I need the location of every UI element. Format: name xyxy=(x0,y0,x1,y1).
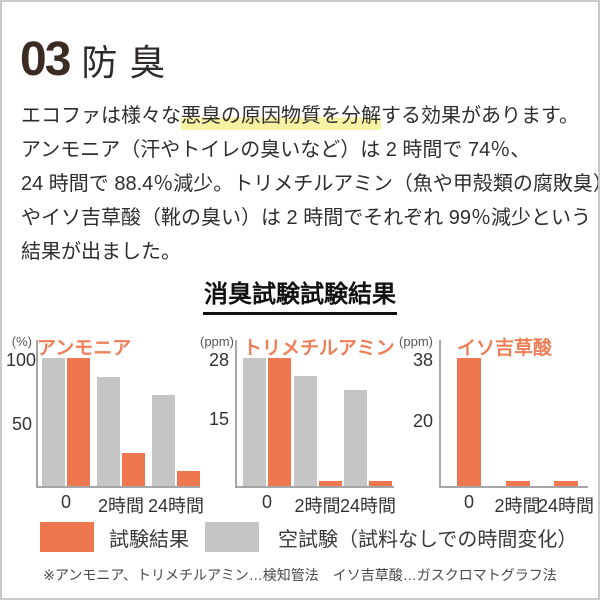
highlight-text: 悪臭の原因物質を分解 xyxy=(181,105,381,130)
x-axis-label: 2時間 xyxy=(97,496,145,516)
section-heading: 消臭試験試験結果 xyxy=(203,274,397,315)
bar-group: 24時間 xyxy=(148,395,204,516)
bar-result xyxy=(268,358,291,486)
bar-blank xyxy=(293,376,317,486)
bar-blank xyxy=(243,358,266,486)
x-axis-label: 0 xyxy=(60,492,72,512)
bar-result xyxy=(177,471,200,486)
y-tick-label: 15 xyxy=(208,409,229,430)
bar-group: 2時間 xyxy=(494,481,541,516)
bar-group: 0 xyxy=(42,358,90,512)
bar-result xyxy=(554,481,578,486)
bar-group: 0 xyxy=(457,358,481,512)
page-title: 防臭 xyxy=(81,42,178,83)
legend-blank-label: 空試験（試料なしでの時間変化） xyxy=(278,528,578,551)
y-tick-label: 20 xyxy=(412,410,433,431)
chart-title-isovaleric-acid: イソ吉草酸 xyxy=(457,338,553,359)
bar-group: 24時間 xyxy=(340,390,396,516)
y-tick-label: 50 xyxy=(11,414,32,434)
x-axis-label: 24時間 xyxy=(147,496,205,516)
bar-blank xyxy=(344,390,367,486)
legend: 試験結果 空試験（試料なしでの時間変化） xyxy=(40,522,577,552)
intro-line-2: アンモニア（汗やトイレの臭いなど）は 2 時間で 74％、 xyxy=(21,139,531,161)
y-axis-ticks: 28 15 xyxy=(200,340,229,488)
x-axis-label: 2時間 xyxy=(294,496,341,516)
section-number: 03 xyxy=(20,33,71,86)
y-axis-ticks: 100 50 xyxy=(6,340,37,488)
x-axis-label: 24時間 xyxy=(537,496,595,516)
intro-line-1: エコファは様々な悪臭の原因物質を分解する効果があります。 xyxy=(21,99,596,133)
x-axis-label: 2時間 xyxy=(494,496,541,516)
intro-line-5: 結果が出ました。 xyxy=(21,241,181,263)
footnote: ※アンモニア、トリメチルアミン…検知管法 イソ吉草酸…ガスクロマトグラフ法 xyxy=(43,567,557,583)
legend-swatch-result xyxy=(40,522,94,552)
y-axis-unit-label: (ppm) xyxy=(399,334,433,349)
bar-group: 2時間 xyxy=(293,376,342,516)
y-tick-label: 38 xyxy=(412,350,433,370)
bar-result xyxy=(457,358,481,486)
intro-paragraph: エコファは様々な悪臭の原因物質を分解する効果があります。 アンモニア（汗やトイレ… xyxy=(21,99,600,269)
intro-line1-pre: エコファは様々な xyxy=(21,105,181,127)
plot-area-trimethylamine: 0 2時間 24時間 xyxy=(235,340,396,516)
bar-group: 24時間 xyxy=(538,481,594,516)
y-axis-ticks: 38 20 xyxy=(396,340,433,488)
bar-result xyxy=(318,481,342,486)
chart-trimethylamine: (ppm) トリメチルアミン 28 15 0 2時間 24時間 xyxy=(200,330,396,516)
legend-result-label: 試験結果 xyxy=(109,528,189,551)
bar-blank xyxy=(152,395,175,486)
intro-line1-post: する効果があります。 xyxy=(381,105,579,127)
x-axis-label: 0 xyxy=(463,492,475,512)
bar-result xyxy=(505,481,530,486)
x-axis-label: 24時間 xyxy=(339,496,397,516)
y-axis-unit-label: (%) xyxy=(11,334,32,349)
bar-blank xyxy=(42,358,65,486)
bar-result xyxy=(67,358,90,486)
x-axis-label: 0 xyxy=(261,492,273,512)
y-axis-unit-label: (ppm) xyxy=(200,334,234,349)
charts-row: (%) アンモニア 100 50 0 2時間 24時間 (ppm) トリメチルアミン … xyxy=(6,330,594,516)
bar-blank xyxy=(97,377,120,486)
bar-group: 2時間 xyxy=(97,377,145,516)
y-tick-label: 28 xyxy=(208,350,229,370)
chart-isovaleric-acid: (ppm) イソ吉草酸 38 20 0 2時間 24時間 xyxy=(396,330,594,516)
bar-group: 0 xyxy=(243,358,291,512)
chart-ammonia: (%) アンモニア 100 50 0 2時間 24時間 xyxy=(6,330,204,516)
intro-line-4: やイソ吉草酸（靴の臭い）は 2 時間でそれぞれ 99％減少という xyxy=(21,207,592,229)
chart-title-trimethylamine: トリメチルアミン xyxy=(243,338,395,359)
section-heading-wrap: 消臭試験試験結果 xyxy=(2,274,598,315)
plot-area-isovaleric-acid: 0 2時間 24時間 xyxy=(439,340,594,516)
page-header: 03 防臭 xyxy=(20,32,177,87)
bar-result xyxy=(369,481,392,486)
legend-swatch-blank xyxy=(205,522,259,552)
chart-title-ammonia: アンモニア xyxy=(37,338,132,359)
plot-area-ammonia: 0 2時間 24時間 xyxy=(36,340,204,516)
intro-line-3: 24 時間で 88.4％減少。トリメチルアミン（魚や甲殻類の腐敗臭） xyxy=(21,173,600,195)
y-tick-label: 100 xyxy=(6,350,37,370)
bar-result xyxy=(122,452,145,486)
